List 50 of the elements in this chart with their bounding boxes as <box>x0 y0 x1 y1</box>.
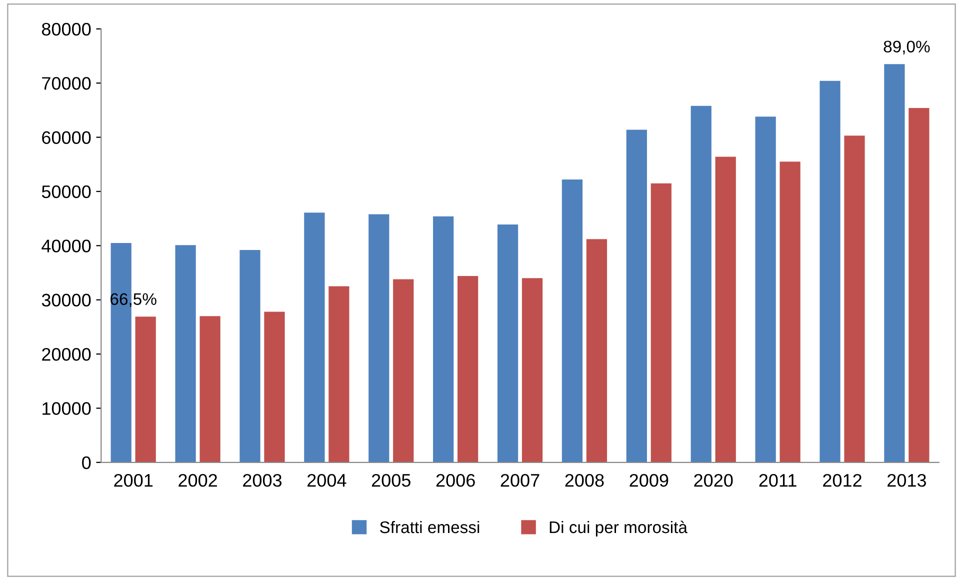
bar <box>626 130 647 462</box>
y-tick-label: 0 <box>82 456 91 470</box>
y-tick-label: 80000 <box>42 22 91 36</box>
x-tick-label: 2003 <box>243 474 282 487</box>
bar <box>884 64 905 462</box>
x-tick-label: 2006 <box>436 474 475 487</box>
legend-label: Sfratti emessi <box>380 520 480 534</box>
bar <box>368 214 390 462</box>
bar <box>200 316 220 462</box>
x-tick-label: 2013 <box>888 474 926 487</box>
bar <box>522 278 543 462</box>
bar <box>715 156 736 462</box>
bar <box>755 116 776 462</box>
x-tick-label: 2012 <box>823 474 862 487</box>
y-tick-label: 70000 <box>42 77 91 90</box>
x-tick-label: 2008 <box>565 474 604 487</box>
bar <box>433 216 454 462</box>
legend-label: Di cui per morosità <box>550 520 688 536</box>
x-tick-label: 2001 <box>114 474 153 487</box>
bar <box>780 162 800 462</box>
x-tick-label: 2005 <box>372 474 410 487</box>
x-tick-label: 2004 <box>308 474 346 487</box>
bar <box>328 286 350 462</box>
bar <box>393 279 414 462</box>
annotation: 89,0% <box>884 40 930 54</box>
bar <box>264 312 285 462</box>
bar <box>458 276 478 462</box>
y-tick-label: 10000 <box>42 402 91 415</box>
y-tick-label: 30000 <box>42 294 91 307</box>
bar <box>690 106 712 462</box>
x-tick-label: 2020 <box>694 474 733 487</box>
x-tick-label: 2002 <box>178 474 217 487</box>
bar <box>844 136 865 462</box>
x-tick-label: 2007 <box>500 474 540 487</box>
y-tick-label: 40000 <box>42 240 91 252</box>
bar <box>304 212 325 462</box>
bar <box>908 108 930 462</box>
bar <box>175 245 196 462</box>
bar <box>820 80 840 462</box>
bar <box>650 183 672 462</box>
y-tick-label: 20000 <box>42 348 91 361</box>
bar <box>135 316 156 462</box>
bar <box>240 250 260 462</box>
bar <box>497 224 518 462</box>
bar <box>562 180 583 462</box>
x-tick-label: 2011 <box>759 474 796 487</box>
bar <box>586 239 608 462</box>
x-tick-label: 2009 <box>630 474 668 487</box>
y-tick-label: 50000 <box>42 185 91 198</box>
y-tick-label: 60000 <box>42 131 91 144</box>
